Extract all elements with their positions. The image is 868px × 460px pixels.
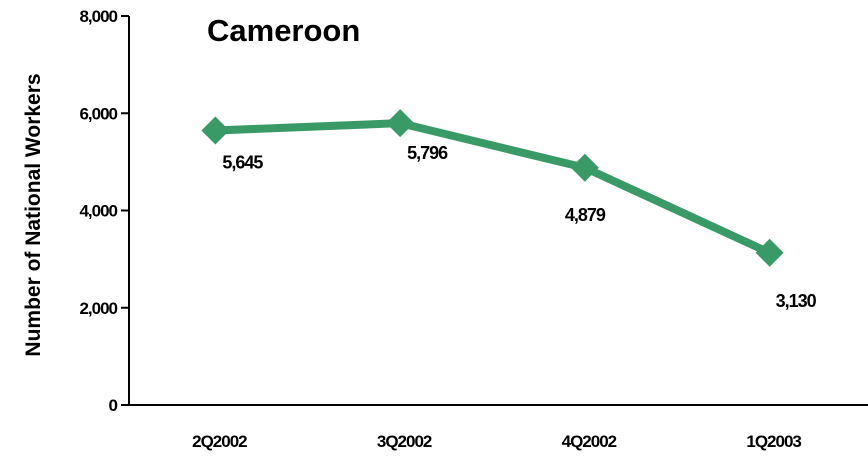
x-axis-categories: 2Q2002 3Q2002 4Q2002 1Q2003 [192,432,802,451]
data-label: 5,645 [222,153,263,173]
y-tick-label: 8,000 [79,7,117,26]
y-tick-label: 4,000 [79,202,117,221]
data-label: 4,879 [565,205,606,225]
y-tick-label: 6,000 [79,104,117,123]
x-tick-label: 3Q2002 [377,432,432,451]
y-axis-ticks: 0 2,000 4,000 6,000 8,000 [79,7,129,415]
y-tick-label: 2,000 [79,299,117,318]
chart-title: Cameroon [207,13,360,48]
x-tick-label: 1Q2003 [746,432,801,451]
y-tick-label: 0 [109,396,118,415]
data-label: 5,796 [407,143,448,163]
x-tick-label: 2Q2002 [192,432,247,451]
data-labels: 5,645 5,796 4,879 3,130 [222,143,817,311]
data-label: 3,130 [776,291,817,311]
data-point-marker [570,153,599,182]
data-point-marker [201,116,230,145]
data-point-marker [755,238,784,267]
series-group [201,109,784,267]
y-axis-label: Number of National Workers [22,73,45,356]
data-point-marker [386,109,415,138]
x-tick-label: 4Q2002 [562,432,617,451]
series-line [215,119,772,257]
